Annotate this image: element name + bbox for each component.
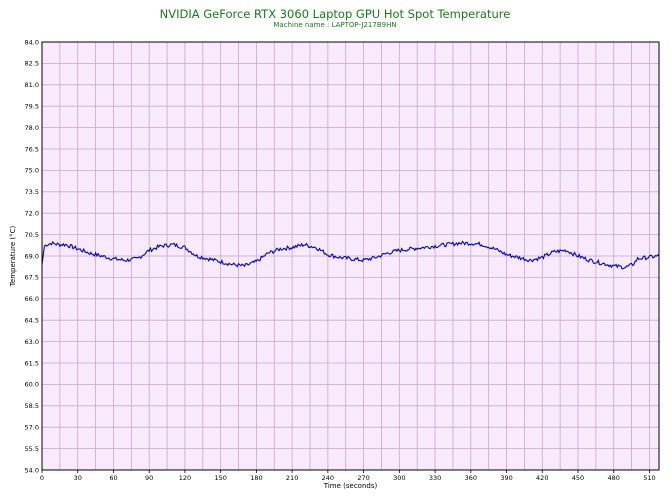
y-tick-label: 81.0 xyxy=(25,81,39,89)
x-tick-label: 90 xyxy=(145,474,153,482)
y-tick-label: 82.5 xyxy=(25,60,39,68)
plot-border xyxy=(41,41,660,471)
x-tick-label: 240 xyxy=(322,474,334,482)
x-tick-label: 480 xyxy=(608,474,620,482)
y-tick-label: 72.0 xyxy=(25,210,39,218)
temperature-series-line xyxy=(41,240,660,270)
chart-subtitle: Machine name : LAPTOP-J217B9HN xyxy=(273,21,397,29)
x-tick-label: 420 xyxy=(536,474,548,482)
x-tick-label: 60 xyxy=(109,474,117,482)
x-tick-label: 120 xyxy=(179,474,191,482)
y-tick-label: 67.5 xyxy=(25,274,39,282)
y-tick-label: 58.5 xyxy=(25,402,39,410)
x-tick-label: 30 xyxy=(74,474,82,482)
y-tick-label: 54.0 xyxy=(25,466,39,474)
x-tick-label: 390 xyxy=(500,474,512,482)
y-tick-label: 75.0 xyxy=(25,167,39,175)
y-tick-label: 69.0 xyxy=(25,252,39,260)
x-tick-label: 450 xyxy=(572,474,584,482)
x-tick-label: 300 xyxy=(393,474,405,482)
y-tick-label: 66.0 xyxy=(25,295,39,303)
y-tick-label: 63.0 xyxy=(25,338,39,346)
x-tick-label: 180 xyxy=(250,474,262,482)
x-axis-label: Time (seconds) xyxy=(323,482,378,490)
y-tick-label: 70.5 xyxy=(25,231,39,239)
x-tick-label: 150 xyxy=(214,474,226,482)
y-axis-label: Temperature (°C) xyxy=(9,226,17,288)
x-tick-label: 270 xyxy=(357,474,369,482)
y-tick-label: 79.5 xyxy=(25,103,39,111)
y-tick-label: 57.0 xyxy=(25,424,39,432)
chart-title: NVIDIA GeForce RTX 3060 Laptop GPU Hot S… xyxy=(159,7,511,21)
x-tick-label: 330 xyxy=(429,474,441,482)
y-tick-label: 73.5 xyxy=(25,188,39,196)
x-tick-label: 210 xyxy=(286,474,298,482)
y-tick-label: 78.0 xyxy=(25,124,39,132)
grid-lines xyxy=(42,41,659,471)
x-tick-label: 0 xyxy=(40,474,44,482)
x-tick-label: 360 xyxy=(465,474,477,482)
x-tick-labels: 0 30 60 90 120 150 180 210 240 270 300 330 360 390 420… xyxy=(40,470,656,482)
y-tick-label: 76.5 xyxy=(25,145,39,153)
y-tick-labels: 54.0 55.5 57.0 58.5 60.0 61.5 63.0 64.5 66.0 67.5… xyxy=(25,38,39,474)
y-tick-label: 60.0 xyxy=(25,381,39,389)
x-tick-label: 510 xyxy=(643,474,655,482)
y-tick-label: 61.5 xyxy=(25,359,39,367)
y-tick-label: 84.0 xyxy=(25,38,39,46)
y-tick-label: 64.5 xyxy=(25,317,39,325)
y-tick-label: 55.5 xyxy=(25,445,39,453)
